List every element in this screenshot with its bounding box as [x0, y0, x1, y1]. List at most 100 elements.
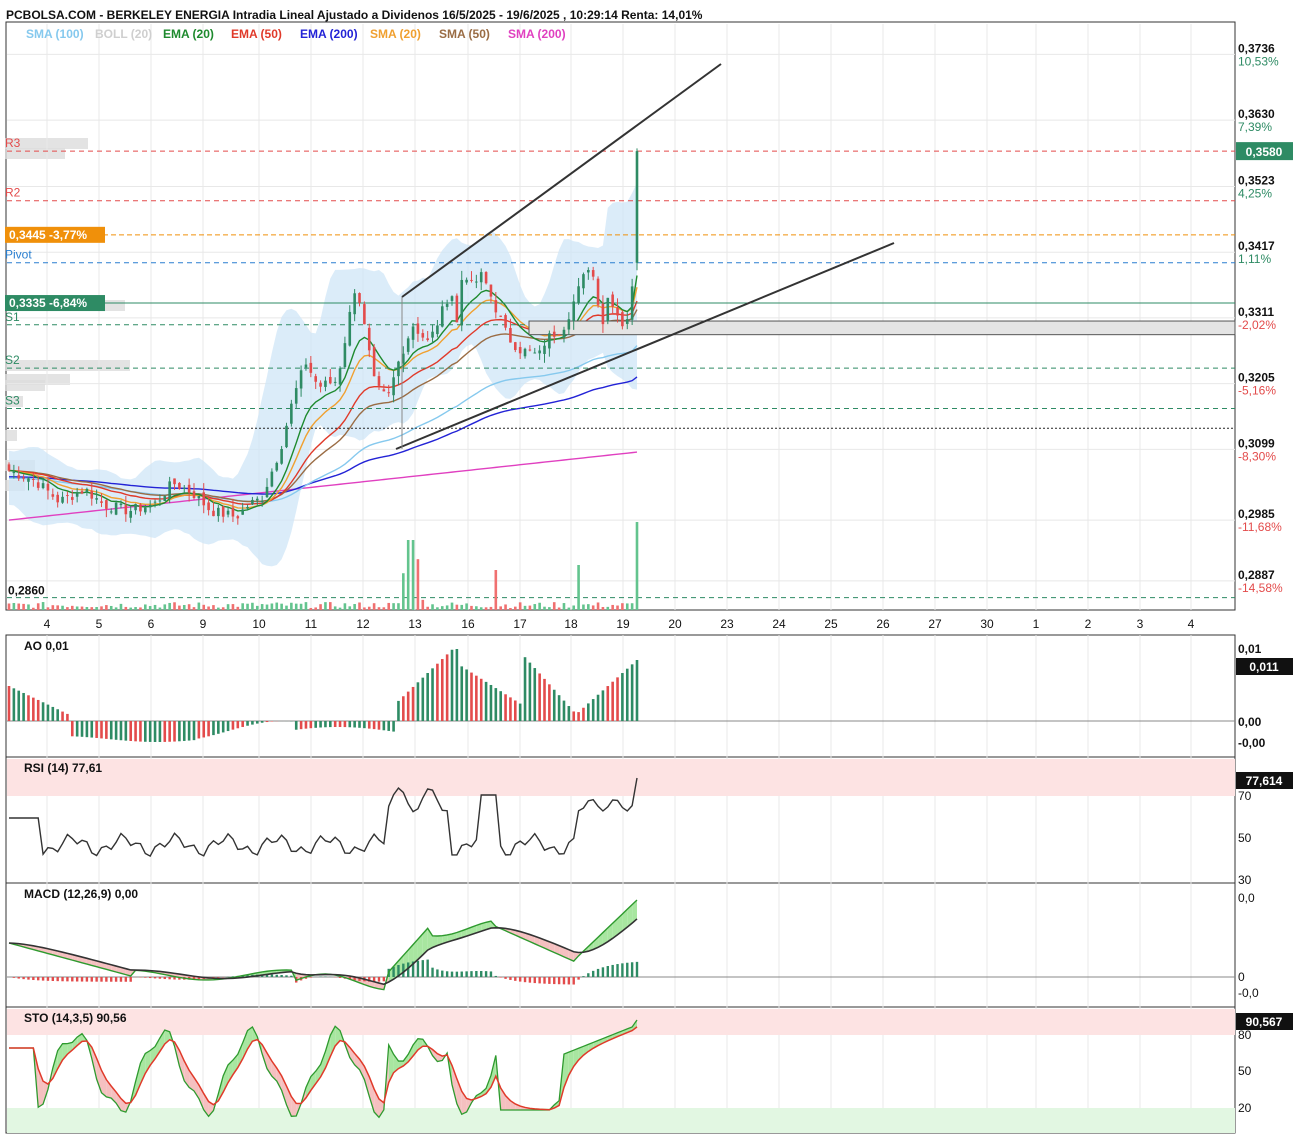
- candle-body: [582, 274, 585, 289]
- volume-profile-bar: [5, 396, 23, 407]
- candle-body: [182, 487, 186, 489]
- ao-bar: [319, 721, 322, 728]
- macd-histogram-bar: [436, 969, 439, 977]
- sto-fill: [96, 1058, 102, 1093]
- sto-fill: [374, 1089, 379, 1118]
- ao-bar: [358, 721, 361, 728]
- sto-fill: [325, 1035, 331, 1069]
- macd-histogram-bar: [46, 977, 50, 981]
- ao-bar: [187, 721, 191, 741]
- trend-line-lower: [395, 242, 895, 450]
- macd-histogram-bar: [562, 977, 566, 985]
- candle-body: [309, 362, 313, 373]
- candle-body: [577, 286, 580, 303]
- x-tick-label: 3: [1137, 617, 1144, 631]
- sto-fill: [120, 1098, 126, 1113]
- candle-body: [17, 475, 21, 479]
- legend-item: BOLL (20): [95, 27, 152, 41]
- ao-bar: [572, 711, 576, 721]
- macd-histogram-bar: [217, 977, 220, 978]
- macd-fill: [442, 934, 448, 944]
- macd-histogram-bar: [543, 977, 546, 984]
- macd-histogram-bar: [441, 970, 444, 977]
- ao-bar: [416, 682, 420, 721]
- candle-body: [431, 331, 434, 338]
- ao-bar: [372, 721, 376, 730]
- candle-body: [562, 329, 566, 338]
- x-tick-label: 2: [1085, 617, 1092, 631]
- macd-histogram-bar: [197, 977, 201, 980]
- macd-histogram-bar: [41, 977, 45, 981]
- candle-body: [621, 312, 624, 327]
- ao-bar: [621, 673, 624, 721]
- candle-body: [455, 295, 459, 323]
- volume-bar: [148, 606, 152, 610]
- candle-body: [367, 327, 371, 351]
- rsi-last-label: 77,614: [1246, 774, 1283, 788]
- candle-body: [421, 333, 425, 338]
- ao-axis-label: -0,00: [1238, 736, 1266, 750]
- candle-body: [192, 491, 196, 498]
- macd-fill: [539, 937, 545, 949]
- x-tick-label: 11: [305, 617, 318, 631]
- macd-histogram-bar: [572, 977, 575, 985]
- sto-fill: [247, 1026, 253, 1049]
- x-tick-label: 9: [200, 617, 207, 631]
- candle-body: [27, 478, 30, 482]
- macd-fill: [486, 921, 491, 930]
- volume-bar: [265, 604, 269, 610]
- sto-fill: [398, 1061, 404, 1069]
- ao-bar: [153, 721, 157, 742]
- macd-signal-line: [8, 918, 638, 986]
- sto-fill: [179, 1050, 185, 1081]
- macd-histogram-bar: [596, 968, 600, 977]
- sto-fill: [515, 1103, 521, 1110]
- rsi-axis-label: 30: [1238, 873, 1252, 887]
- ao-bar: [552, 689, 556, 721]
- macd-histogram-bar: [27, 977, 30, 980]
- macd-histogram-bar: [494, 975, 498, 977]
- candle-body: [158, 500, 162, 502]
- candle-body: [343, 343, 347, 368]
- ao-bar: [90, 721, 94, 738]
- ao-bar: [402, 696, 405, 721]
- ao-bar: [421, 677, 425, 721]
- macd-histogram-bar: [270, 974, 274, 977]
- sto-fill: [276, 1068, 282, 1091]
- macd-histogram-bar: [616, 964, 619, 977]
- level-label: Pivot: [5, 248, 32, 262]
- macd-fill: [544, 939, 550, 951]
- sto-k-line: [9, 1019, 638, 1119]
- macd-axis-label: 0,0: [1238, 891, 1255, 905]
- volume-bar: [625, 603, 629, 610]
- price-axis-percent: -5,16%: [1238, 384, 1276, 398]
- macd-histogram-bar: [114, 977, 118, 982]
- candle-body: [416, 323, 420, 334]
- candle-body: [36, 482, 40, 488]
- candle-body: [353, 293, 356, 315]
- ao-bar: [509, 697, 512, 721]
- macd-histogram-bar: [480, 970, 483, 977]
- ao-bar: [436, 663, 439, 721]
- volume-bar: [231, 604, 235, 610]
- volume-bar: [382, 607, 386, 610]
- candle-body: [587, 270, 590, 273]
- volume-bar: [134, 607, 137, 610]
- sto-fill: [578, 1046, 584, 1061]
- ao-bar: [533, 668, 537, 721]
- candle-body: [32, 479, 35, 481]
- ao-bar: [114, 721, 118, 740]
- ao-bar: [513, 700, 517, 721]
- volume-bar: [168, 602, 171, 610]
- indicator-panel-frame: [5, 882, 1236, 1008]
- macd-histogram-bar: [231, 976, 235, 977]
- volume-bar: [202, 604, 206, 610]
- volume-bar: [95, 606, 98, 610]
- candle-body: [616, 307, 619, 316]
- price-axis-percent: -14,58%: [1238, 581, 1283, 595]
- volume-bar: [75, 606, 79, 610]
- macd-fill: [369, 980, 375, 988]
- macd-histogram-bar: [421, 960, 424, 977]
- ao-bar: [406, 691, 410, 721]
